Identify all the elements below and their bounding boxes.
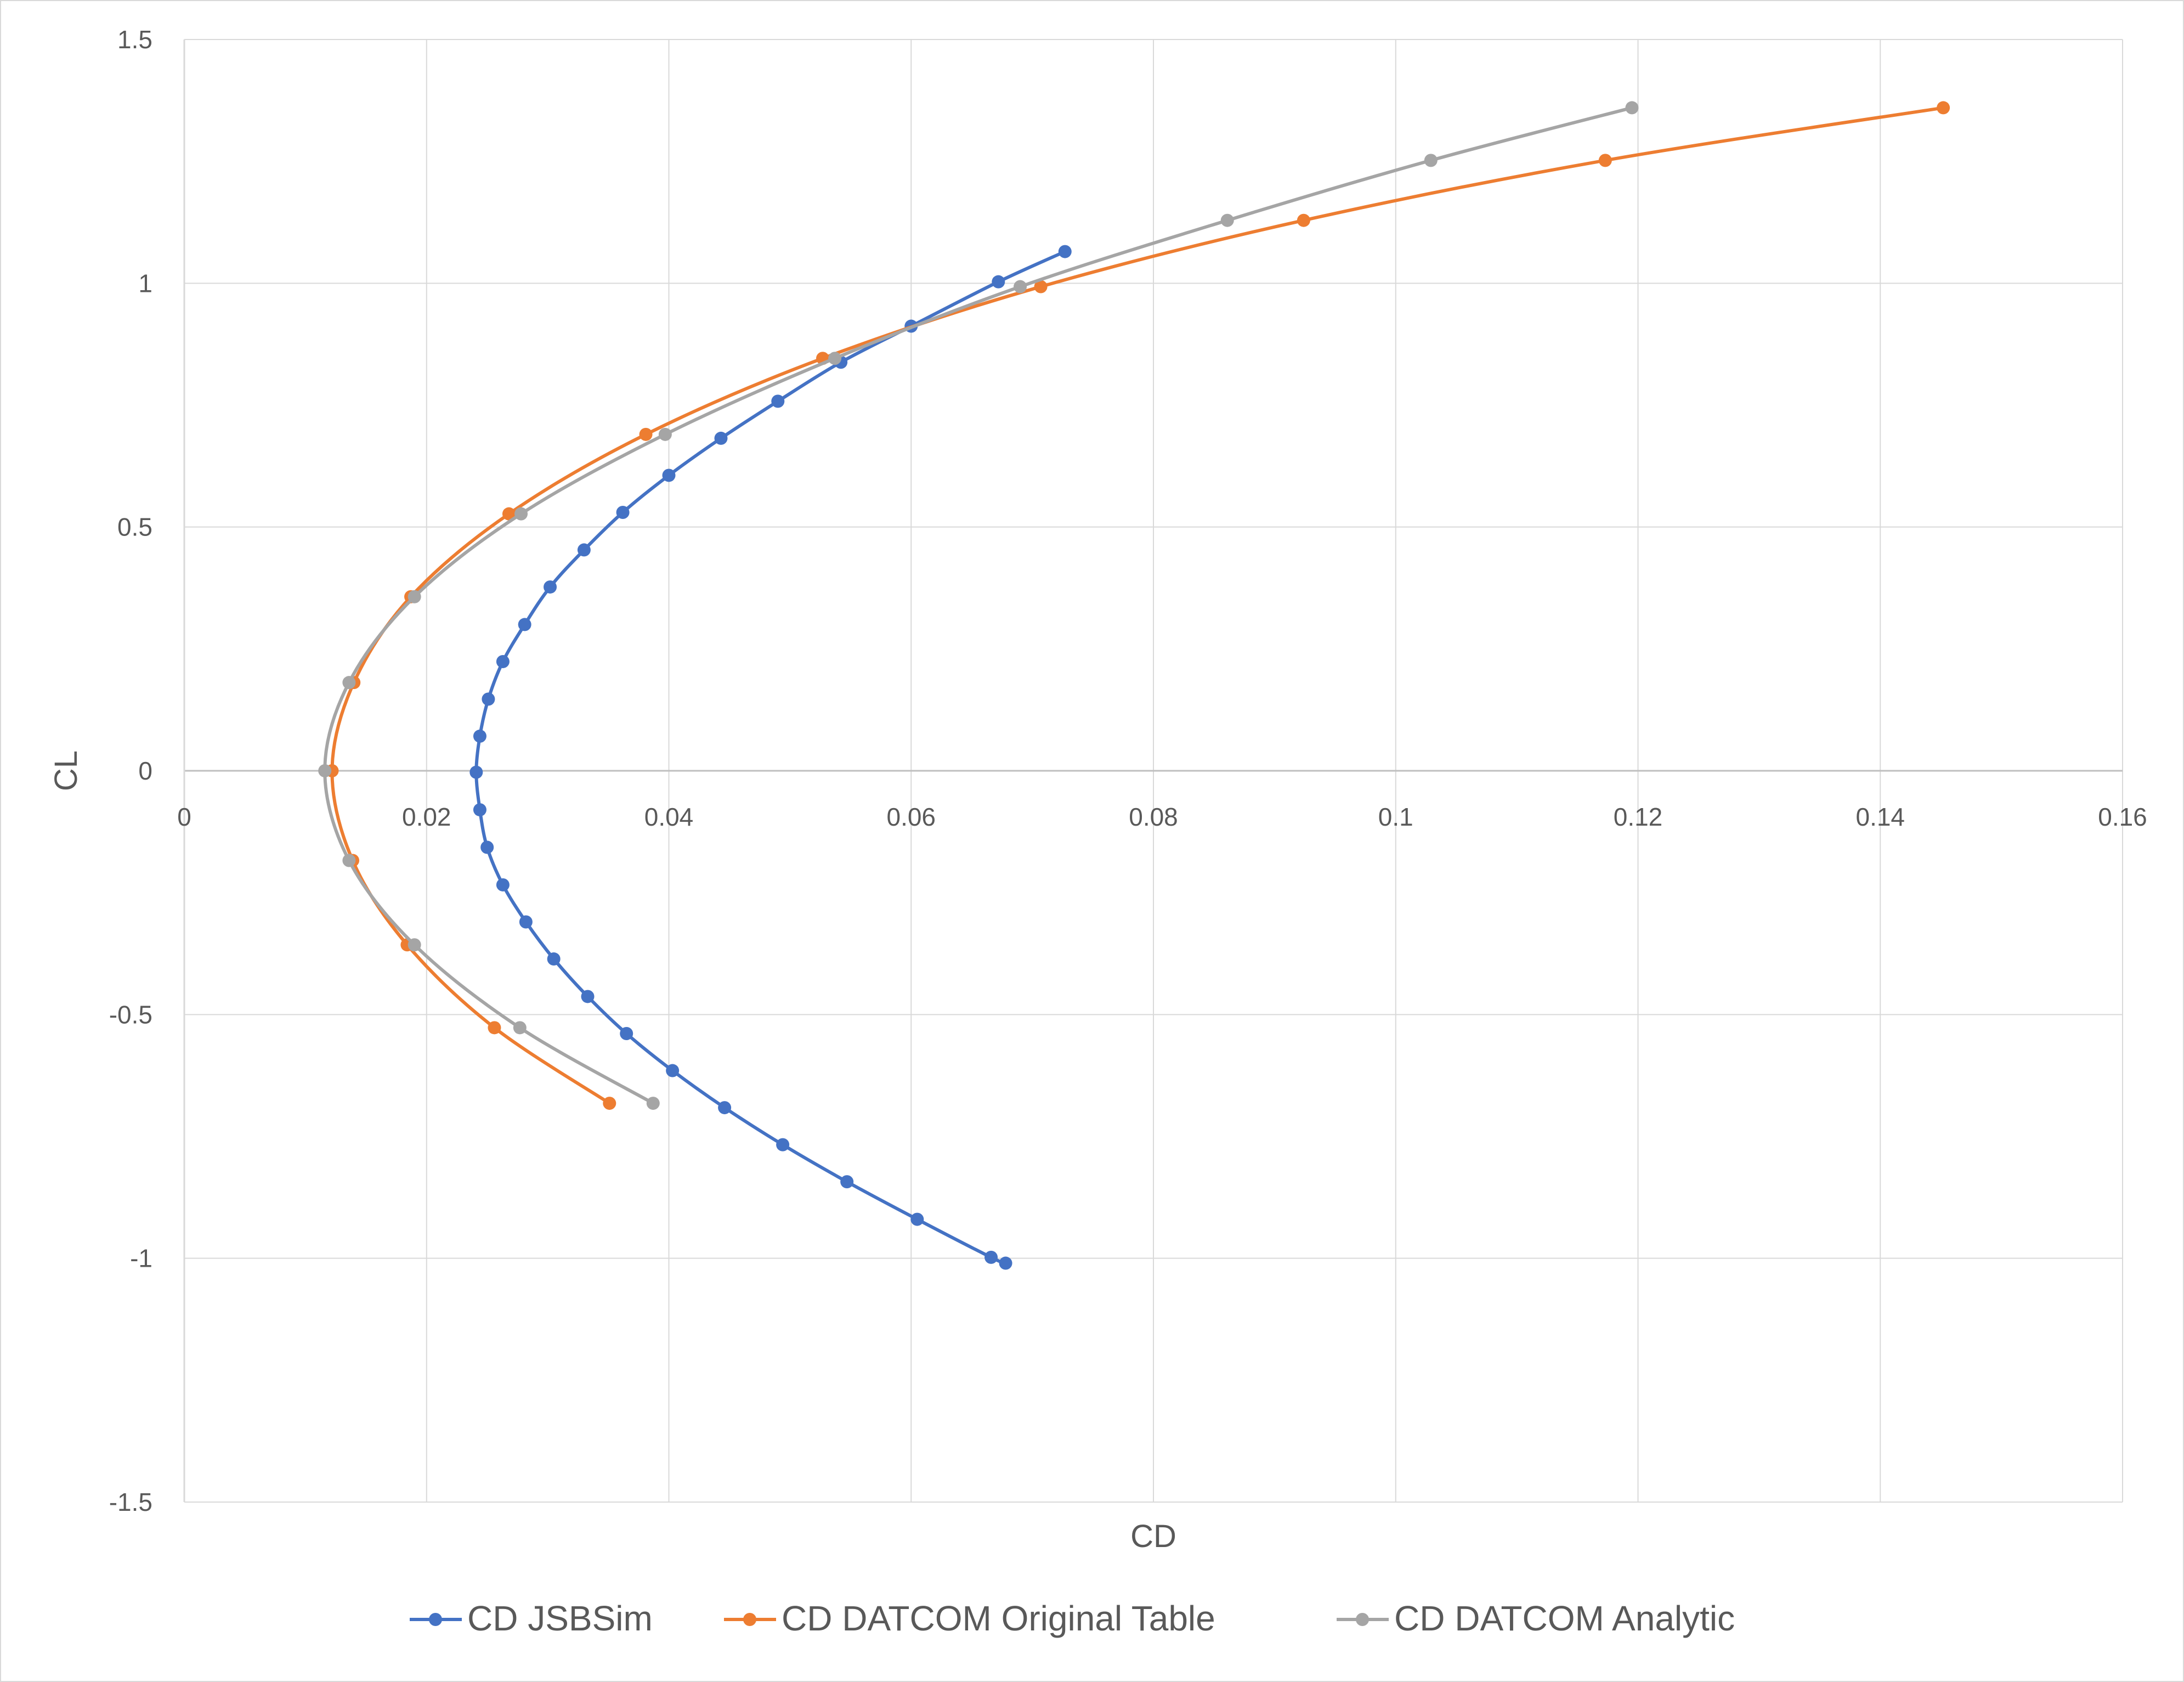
tick-labels: 0 0.02 0.04 0.06 0.08 0.1 0.12 0.14 0.16 1.5 1 0.5 0… (109, 25, 2147, 1516)
legend-swatch-marker (1356, 1613, 1369, 1626)
data-point (473, 729, 486, 743)
data-point (1424, 154, 1438, 167)
y-tick-label: 0.5 (117, 513, 152, 541)
series-2 (318, 101, 1639, 1110)
data-point (1014, 280, 1027, 293)
data-point (581, 990, 595, 1003)
legend-item: CD JSBSim (410, 1599, 653, 1638)
series-line (323, 106, 1634, 1105)
data-point (828, 352, 842, 365)
data-point (718, 1101, 732, 1115)
data-point (469, 765, 483, 779)
legend-swatch-marker (429, 1613, 442, 1626)
data-point (1220, 213, 1234, 227)
data-point (514, 507, 528, 521)
data-point (547, 952, 561, 966)
data-point (318, 764, 332, 777)
x-tick-label: 0.02 (402, 803, 451, 831)
data-point (496, 654, 510, 668)
legend-item: CD DATCOM Analytic (1337, 1599, 1735, 1638)
data-point (666, 1064, 680, 1077)
data-point (473, 803, 486, 817)
data-point (992, 275, 1005, 289)
x-tick-label: 0.04 (644, 803, 694, 831)
y-tick-label: 0 (138, 757, 152, 785)
legend-swatch-marker (743, 1613, 756, 1626)
data-point (342, 854, 356, 867)
data-point (616, 506, 630, 520)
data-point (513, 1021, 527, 1035)
x-tick-label: 0.1 (1378, 803, 1413, 831)
legend-label: CD DATCOM Original Table (782, 1599, 1215, 1638)
series-layer (318, 101, 1950, 1270)
data-point (1937, 101, 1950, 115)
data-point (502, 507, 516, 521)
data-point (480, 840, 494, 854)
data-point (1034, 280, 1048, 293)
data-point (999, 1256, 1012, 1270)
data-point (496, 878, 510, 891)
data-point (488, 1021, 501, 1035)
series-1 (325, 101, 1950, 1110)
data-point (1625, 101, 1639, 115)
legend: CD JSBSim CD DATCOM Original Table CD DATC… (410, 1599, 1735, 1638)
data-point (342, 676, 356, 690)
data-point (519, 915, 533, 929)
x-tick-label: 0.14 (1855, 803, 1905, 831)
legend-label: CD DATCOM Analytic (1394, 1599, 1735, 1638)
series-line (474, 250, 1067, 1265)
series-line (330, 106, 1945, 1105)
y-tick-label: -1.5 (109, 1488, 152, 1516)
data-point (620, 1026, 633, 1040)
data-point (840, 1175, 854, 1189)
x-tick-label: 0.12 (1614, 803, 1663, 831)
y-axis-title: CL (48, 750, 84, 791)
y-tick-label: -1 (130, 1244, 152, 1273)
x-tick-label: 0.08 (1129, 803, 1178, 831)
data-point (1058, 245, 1072, 258)
y-tick-label: -0.5 (109, 1000, 152, 1029)
data-point (910, 1212, 924, 1226)
data-point (518, 618, 531, 631)
data-point (544, 580, 557, 594)
data-point (603, 1097, 616, 1110)
data-point (662, 469, 676, 482)
x-tick-label: 0 (177, 803, 191, 831)
data-point (1598, 154, 1612, 167)
axes (183, 39, 2123, 1502)
y-tick-label: 1.5 (117, 25, 152, 54)
data-point (639, 427, 653, 441)
data-point (1297, 213, 1310, 227)
data-point (577, 543, 591, 557)
x-tick-label: 0.06 (886, 803, 936, 831)
data-point (408, 938, 421, 952)
data-point (658, 427, 672, 441)
data-point (985, 1250, 998, 1264)
data-point (646, 1097, 660, 1110)
x-axis-title: CD (1130, 1519, 1176, 1554)
data-point (408, 590, 421, 603)
y-tick-label: 1 (138, 269, 152, 297)
data-point (714, 431, 728, 445)
legend-item: CD DATCOM Original Table (724, 1599, 1215, 1638)
data-point (482, 692, 495, 706)
data-point (776, 1138, 790, 1152)
legend-label: CD JSBSim (467, 1599, 653, 1638)
x-tick-label: 0.16 (2098, 803, 2147, 831)
data-point (771, 394, 785, 408)
series-0 (469, 245, 1072, 1270)
